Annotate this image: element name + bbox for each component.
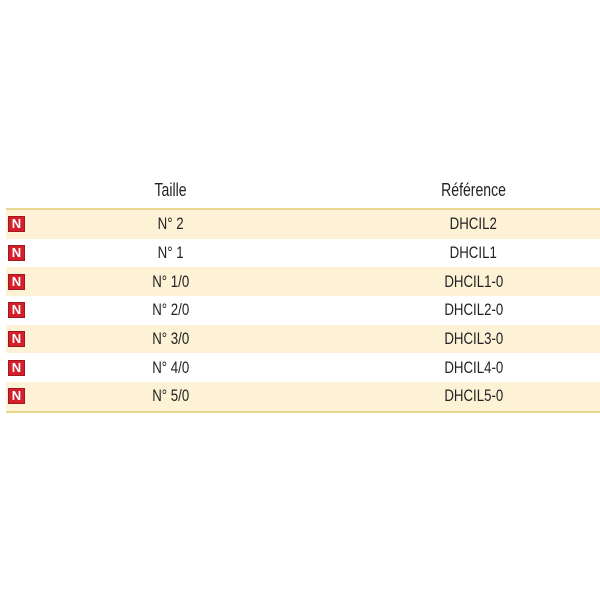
cell-taille: N° 4/0	[106, 353, 236, 382]
n-badge-icon: N	[8, 273, 25, 290]
cell-taille: N° 1	[106, 239, 236, 268]
cell-reference: DHCIL2	[401, 210, 546, 239]
reference-value: DHCIL1-0	[444, 271, 503, 291]
n-badge-icon: N	[8, 302, 25, 319]
cell-reference: DHCIL2-0	[401, 296, 546, 325]
table-row: N N° 5/0 DHCIL5-0	[6, 382, 600, 411]
table-row: N N° 1/0 DHCIL1-0	[6, 267, 600, 297]
table-row: N N° 4/0 DHCIL4-0	[6, 353, 600, 383]
reference-value: DHCIL1	[449, 243, 498, 263]
cell-reference: DHCIL1	[401, 239, 546, 268]
reference-value: DHCIL2-0	[444, 300, 503, 320]
n-badge-icon: N	[8, 216, 25, 233]
header-reference-label: Référence	[441, 179, 506, 200]
taille-value: N° 5/0	[152, 386, 190, 406]
cell-taille: N° 1/0	[106, 267, 236, 296]
cell-taille: N° 5/0	[106, 382, 236, 411]
header-taille: Taille	[106, 172, 236, 208]
table-row: N N° 3/0 DHCIL3-0	[6, 324, 600, 354]
taille-value: N° 1/0	[152, 271, 190, 291]
cell-reference: DHCIL1-0	[401, 267, 546, 296]
reference-value: DHCIL4-0	[444, 357, 503, 377]
reference-value: DHCIL3-0	[444, 329, 503, 349]
table-row: N N° 2 DHCIL2	[6, 210, 600, 239]
size-reference-table: Taille Référence N N° 2 DHCIL2 N N° 1 DHC…	[6, 172, 600, 413]
cell-taille: N° 2/0	[106, 296, 236, 325]
header-taille-label: Taille	[154, 179, 188, 200]
reference-value: DHCIL5-0	[444, 386, 503, 406]
taille-value: N° 2/0	[152, 300, 190, 320]
cell-reference: DHCIL3-0	[401, 325, 546, 354]
table-header: Taille Référence	[6, 172, 600, 210]
n-badge-icon: N	[8, 245, 25, 262]
cell-taille: N° 2	[106, 210, 236, 239]
header-reference: Référence	[401, 172, 546, 208]
cell-taille: N° 3/0	[106, 325, 236, 354]
table-row: N N° 1 DHCIL1	[6, 238, 600, 268]
taille-value: N° 3/0	[152, 329, 190, 349]
n-badge-icon: N	[8, 359, 25, 376]
taille-value: N° 2	[158, 214, 184, 234]
n-badge-icon: N	[8, 388, 25, 405]
table-body: N N° 2 DHCIL2 N N° 1 DHCIL1 N N° 1/0 DHCIL…	[6, 210, 600, 413]
n-badge-icon: N	[8, 331, 25, 348]
reference-value: DHCIL2	[449, 214, 498, 234]
table-row: N N° 2/0 DHCIL2-0	[6, 296, 600, 325]
taille-value: N° 1	[158, 243, 184, 263]
cell-reference: DHCIL5-0	[401, 382, 546, 411]
taille-value: N° 4/0	[152, 357, 190, 377]
cell-reference: DHCIL4-0	[401, 353, 546, 382]
